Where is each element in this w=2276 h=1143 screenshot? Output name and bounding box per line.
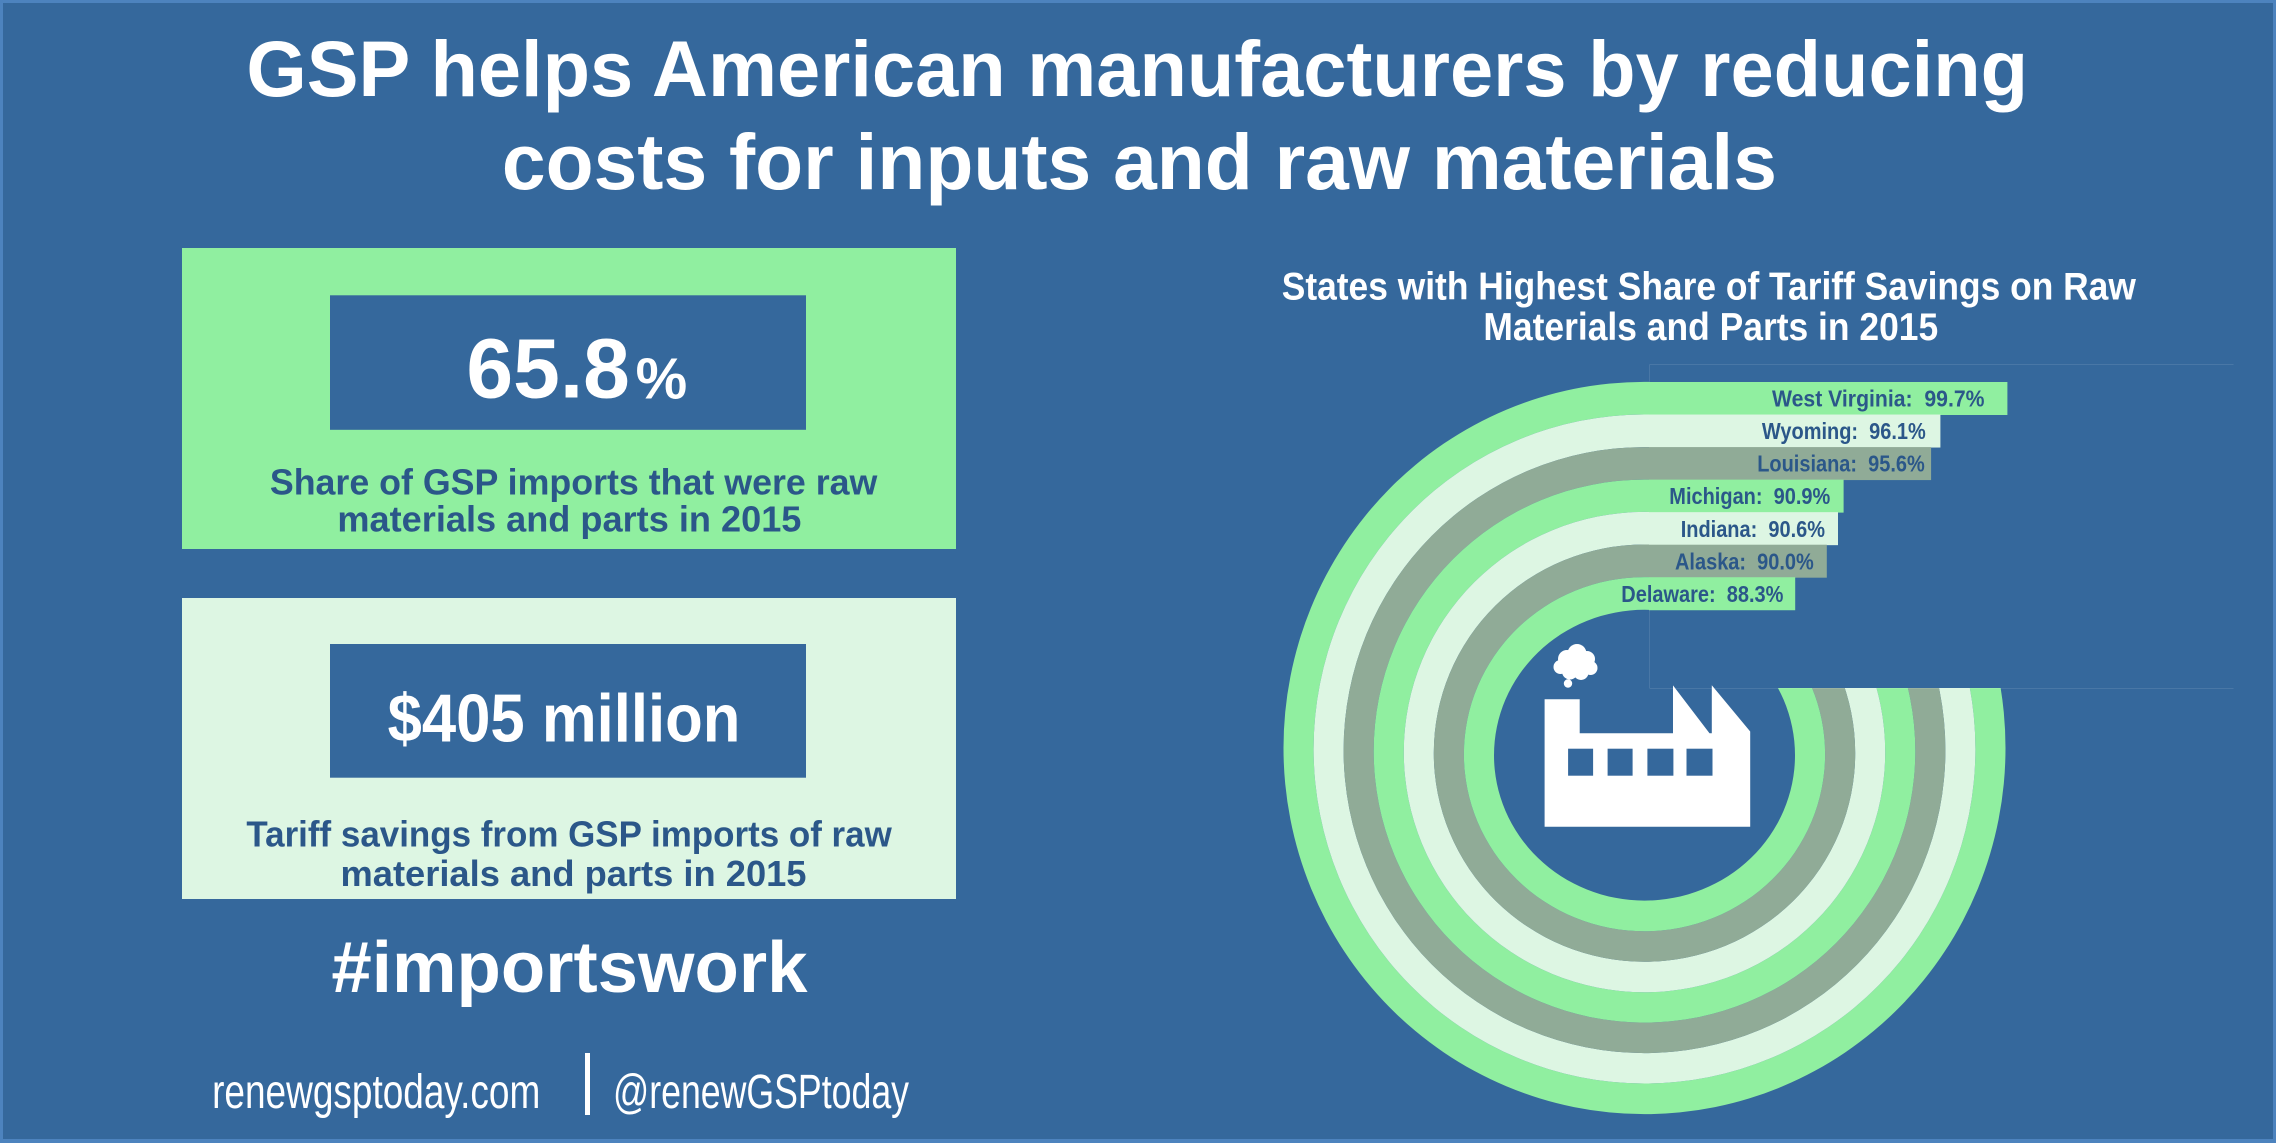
svg-text:$405 million: $405 million [388,681,741,757]
svg-text:Materials and Parts in 2015: Materials and Parts in 2015 [1483,306,1938,349]
svg-text:@renewGSPtoday: @renewGSPtoday [613,1066,909,1119]
svg-text:%: % [636,346,688,411]
svg-text:renewgsptoday.com: renewgsptoday.com [212,1066,540,1119]
svg-text:materials and parts in 2015: materials and parts in 2015 [337,499,801,540]
svg-text:Delaware: 88.3%: Delaware: 88.3% [1621,581,1783,607]
svg-text:Indiana: 90.6%: Indiana: 90.6% [1681,516,1825,542]
svg-text:States with Highest Share of T: States with Highest Share of Tariff Savi… [1282,266,2137,309]
svg-text:Michigan: 90.9%: Michigan: 90.9% [1669,483,1830,509]
svg-text:Alaska: 90.0%: Alaska: 90.0% [1675,548,1814,574]
svg-text:materials and parts in 2015: materials and parts in 2015 [341,853,807,894]
svg-text:Share of GSP imports that were: Share of GSP imports that were raw [270,462,878,503]
svg-text:Tariff savings from GSP import: Tariff savings from GSP imports of raw [246,813,892,854]
svg-text:Wyoming: 96.1%: Wyoming: 96.1% [1762,418,1926,444]
svg-text:West Virginia: 99.7%: West Virginia: 99.7% [1772,386,1985,412]
svg-text:Louisiana: 95.6%: Louisiana: 95.6% [1757,451,1925,477]
svg-text:costs for inputs and raw mater: costs for inputs and raw materials [502,118,1777,206]
svg-text:65.8: 65.8 [466,322,630,416]
svg-text:GSP helps American manufacture: GSP helps American manufacturers by redu… [246,25,2028,113]
svg-text:#importswork: #importswork [331,927,808,1008]
